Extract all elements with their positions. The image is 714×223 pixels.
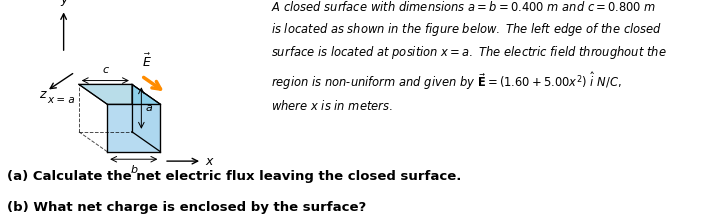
Text: x: x bbox=[206, 155, 213, 168]
Polygon shape bbox=[132, 84, 161, 152]
Text: $\vec{E}$: $\vec{E}$ bbox=[142, 53, 152, 70]
Text: z: z bbox=[39, 88, 46, 101]
Text: $\it{A\ closed\ surface\ with\ dimensions\ a = b = 0.400\ m\ and\ c = 0.800\ m}$: $\it{A\ closed\ surface\ with\ dimension… bbox=[271, 0, 667, 113]
Text: x = a: x = a bbox=[47, 95, 75, 105]
Polygon shape bbox=[79, 84, 161, 104]
Text: y: y bbox=[60, 0, 67, 6]
Text: a: a bbox=[145, 103, 152, 113]
Text: (a) Calculate the net electric flux leaving the closed surface.: (a) Calculate the net electric flux leav… bbox=[7, 170, 461, 183]
Polygon shape bbox=[107, 104, 161, 152]
Text: (b) What net charge is enclosed by the surface?: (b) What net charge is enclosed by the s… bbox=[7, 201, 366, 214]
Text: b: b bbox=[130, 165, 137, 175]
Text: c: c bbox=[102, 65, 109, 75]
